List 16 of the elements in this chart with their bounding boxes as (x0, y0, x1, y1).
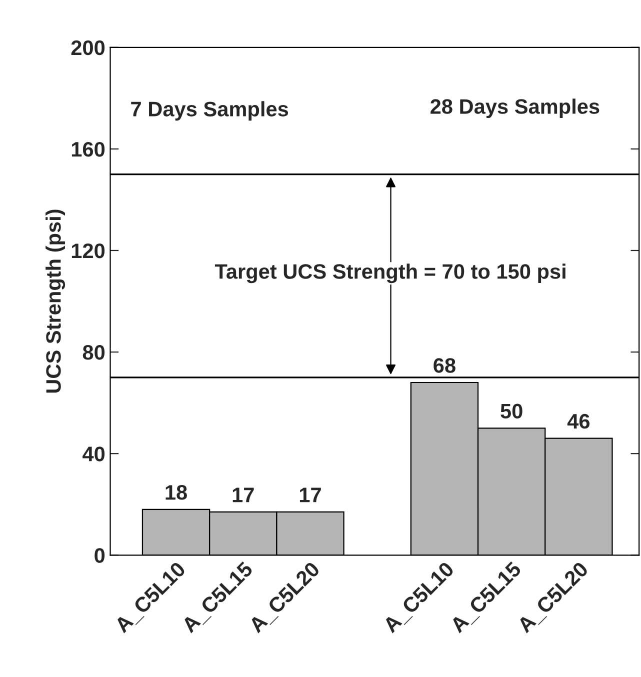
annotation: 28 Days Samples (430, 98, 600, 118)
data-label: 18 (166, 485, 187, 500)
y-axis-title: UCS Strength (psi) (46, 210, 66, 393)
y-tick-label: 40 (82, 446, 105, 462)
y-tick-label: 0 (94, 548, 105, 563)
y-tick-label: 200 (71, 40, 105, 56)
y-tick-label: 120 (72, 243, 105, 258)
data-label: 17 (232, 488, 254, 502)
data-label: 17 (300, 488, 321, 502)
y-tick-label: 160 (72, 142, 105, 157)
annotation: Target UCS Strength = 70 to 150 psi (214, 264, 566, 284)
data-label: 68 (434, 358, 456, 373)
y-tick-label: 80 (82, 345, 105, 360)
data-label: 46 (567, 414, 590, 429)
data-label: 50 (500, 404, 522, 419)
annotation: 7 Days Samples (131, 101, 288, 121)
